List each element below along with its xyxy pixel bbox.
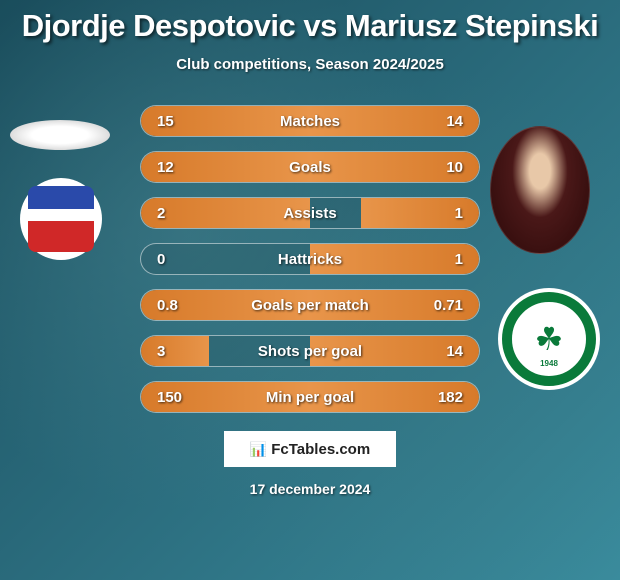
stat-row: 150 Min per goal 182 — [140, 381, 480, 413]
stat-value-left: 0.8 — [157, 297, 187, 314]
comparison-subtitle: Club competitions, Season 2024/2025 — [0, 56, 620, 73]
stat-value-right: 14 — [433, 343, 463, 360]
stat-value-right: 14 — [433, 113, 463, 130]
stats-container: 15Matches1412Goals102Assists10Hattricks1… — [0, 105, 620, 413]
stat-value-left: 0 — [157, 251, 187, 268]
stat-value-right: 1 — [433, 205, 463, 222]
stat-label: Assists — [283, 205, 336, 222]
stat-label: Hattricks — [278, 251, 342, 268]
stat-label: Min per goal — [266, 389, 354, 406]
stat-row: 0.8 Goals per match 0.71 — [140, 289, 480, 321]
stat-value-left: 150 — [157, 389, 187, 406]
chart-icon: 📊 — [250, 441, 267, 458]
stat-value-right: 1 — [433, 251, 463, 268]
stat-value-left: 2 — [157, 205, 187, 222]
stat-row: 0 Hattricks 1 — [140, 243, 480, 275]
stat-label: Shots per goal — [258, 343, 362, 360]
stat-row: 2 Assists 1 — [140, 197, 480, 229]
brand-badge[interactable]: 📊 FcTables.com — [224, 431, 396, 467]
stat-value-right: 0.71 — [433, 297, 463, 314]
comparison-title: Djordje Despotovic vs Mariusz Stepinski — [0, 8, 620, 44]
stat-value-left: 15 — [157, 113, 187, 130]
stat-label: Goals per match — [251, 297, 369, 314]
stat-value-right: 182 — [433, 389, 463, 406]
stat-row: 12 Goals 10 — [140, 151, 480, 183]
stat-value-left: 3 — [157, 343, 187, 360]
stat-value-left: 12 — [157, 159, 187, 176]
stat-label: Goals — [289, 159, 331, 176]
brand-label: FcTables.com — [271, 441, 370, 458]
stat-value-right: 10 — [433, 159, 463, 176]
comparison-date: 17 december 2024 — [0, 481, 620, 497]
stat-label: Matches — [280, 113, 340, 130]
stat-row: 15 Matches 14 — [140, 105, 480, 137]
stat-row: 3 Shots per goal 14 — [140, 335, 480, 367]
